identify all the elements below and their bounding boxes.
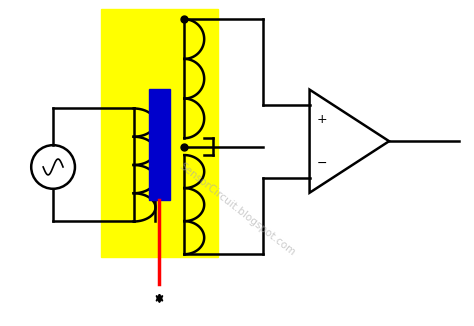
- Text: SensorCircuit.blogspot.com: SensorCircuit.blogspot.com: [177, 161, 297, 258]
- Bar: [148, 89, 170, 200]
- Text: +: +: [316, 113, 327, 126]
- Bar: [101, 9, 218, 257]
- Text: −: −: [316, 156, 327, 170]
